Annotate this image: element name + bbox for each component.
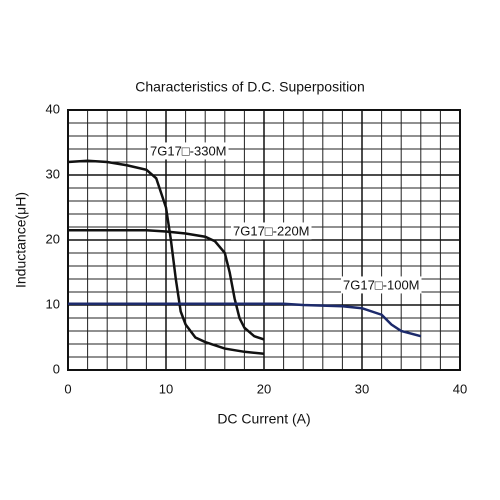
series-label: 7G17□-330M bbox=[150, 143, 227, 158]
y-tick-label: 30 bbox=[46, 166, 60, 181]
plot-frame bbox=[67, 109, 461, 371]
x-tick-label: 20 bbox=[257, 381, 271, 396]
y-axis-label: Inductance(μH) bbox=[13, 192, 29, 288]
x-axis-label: DC Current (A) bbox=[217, 411, 310, 427]
x-tick-label: 10 bbox=[159, 381, 173, 396]
series-line bbox=[68, 302, 422, 338]
series-line bbox=[67, 159, 265, 355]
x-tick-label: 30 bbox=[355, 381, 369, 396]
series-label-bg bbox=[231, 222, 312, 240]
series-label: 7G17□-100M bbox=[343, 277, 420, 292]
y-tick-label: 20 bbox=[46, 231, 60, 246]
series-label-bg bbox=[341, 276, 422, 294]
x-tick-label: 40 bbox=[453, 381, 467, 396]
series-label-bg bbox=[148, 142, 229, 160]
y-tick-label: 0 bbox=[53, 361, 60, 376]
y-tick-label: 40 bbox=[46, 101, 60, 116]
chart-title: Characteristics of D.C. Superposition bbox=[135, 79, 365, 95]
y-tick-label: 10 bbox=[46, 296, 60, 311]
series-label: 7G17□-220M bbox=[233, 223, 310, 238]
x-tick-label: 0 bbox=[64, 381, 71, 396]
series-line bbox=[68, 229, 265, 341]
